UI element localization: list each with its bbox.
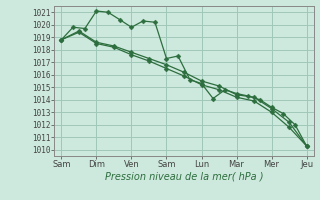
X-axis label: Pression niveau de la mer( hPa ): Pression niveau de la mer( hPa ): [105, 172, 263, 182]
